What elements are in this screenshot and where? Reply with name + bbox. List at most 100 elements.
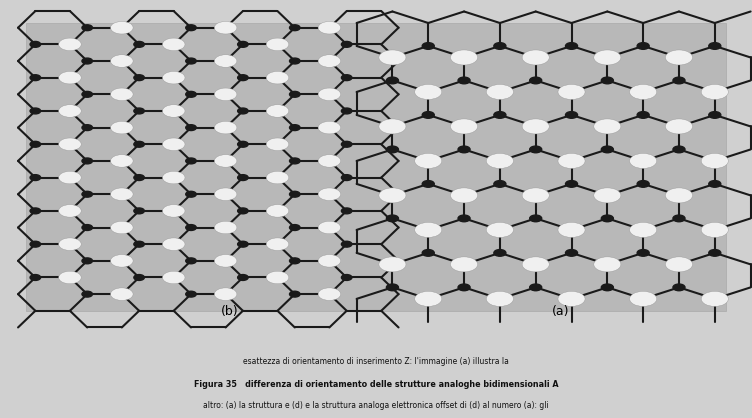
Circle shape [702, 222, 729, 237]
Circle shape [602, 77, 614, 84]
Circle shape [111, 288, 133, 301]
Circle shape [422, 181, 434, 187]
Circle shape [162, 104, 185, 117]
Circle shape [487, 153, 514, 168]
Circle shape [214, 221, 237, 234]
Text: esattezza di orientamento di inserimento Z: l'immagine (a) illustra la: esattezza di orientamento di inserimento… [243, 357, 509, 366]
Circle shape [111, 221, 133, 234]
Circle shape [341, 241, 352, 247]
Circle shape [709, 112, 721, 118]
Circle shape [214, 288, 237, 301]
Circle shape [522, 257, 549, 272]
Circle shape [458, 215, 470, 222]
Circle shape [702, 153, 729, 168]
Circle shape [341, 41, 352, 47]
Circle shape [318, 288, 341, 301]
Text: (b): (b) [220, 305, 238, 318]
Circle shape [673, 215, 685, 222]
Circle shape [629, 222, 656, 237]
Circle shape [214, 121, 237, 134]
Circle shape [566, 181, 578, 187]
Circle shape [59, 38, 81, 51]
Circle shape [341, 108, 352, 114]
Circle shape [134, 175, 144, 181]
Circle shape [414, 84, 441, 99]
Circle shape [82, 291, 92, 297]
Circle shape [30, 41, 41, 47]
Circle shape [134, 241, 144, 247]
Circle shape [318, 55, 341, 67]
Circle shape [111, 55, 133, 67]
Circle shape [637, 112, 649, 118]
Circle shape [162, 138, 185, 150]
Circle shape [82, 224, 92, 230]
Circle shape [59, 238, 81, 250]
Text: (a): (a) [551, 305, 569, 318]
Circle shape [290, 58, 300, 64]
Circle shape [341, 175, 352, 181]
Circle shape [529, 215, 541, 222]
Circle shape [629, 291, 656, 306]
Circle shape [59, 104, 81, 117]
Circle shape [387, 284, 399, 291]
Circle shape [30, 108, 41, 114]
Circle shape [458, 146, 470, 153]
Circle shape [186, 224, 196, 230]
Circle shape [186, 258, 196, 264]
Circle shape [266, 271, 289, 284]
Circle shape [30, 75, 41, 81]
Circle shape [238, 208, 248, 214]
Circle shape [30, 175, 41, 181]
Circle shape [318, 155, 341, 167]
Circle shape [82, 125, 92, 130]
Circle shape [30, 241, 41, 247]
Circle shape [387, 77, 399, 84]
Circle shape [266, 205, 289, 217]
Circle shape [266, 171, 289, 184]
Circle shape [290, 191, 300, 197]
Circle shape [379, 50, 406, 65]
Circle shape [266, 71, 289, 84]
Circle shape [111, 188, 133, 201]
Circle shape [214, 188, 237, 201]
Circle shape [637, 43, 649, 49]
Circle shape [594, 188, 621, 203]
Circle shape [290, 25, 300, 31]
Circle shape [162, 238, 185, 250]
Circle shape [214, 255, 237, 267]
Circle shape [487, 222, 514, 237]
Circle shape [30, 275, 41, 280]
Circle shape [522, 50, 549, 65]
Circle shape [186, 158, 196, 164]
Circle shape [30, 208, 41, 214]
Circle shape [341, 208, 352, 214]
Circle shape [111, 155, 133, 167]
Circle shape [602, 284, 614, 291]
Circle shape [82, 258, 92, 264]
Circle shape [318, 221, 341, 234]
Circle shape [59, 138, 81, 150]
Circle shape [318, 121, 341, 134]
Circle shape [529, 284, 541, 291]
Circle shape [629, 153, 656, 168]
Circle shape [214, 21, 237, 34]
Circle shape [602, 146, 614, 153]
Circle shape [59, 271, 81, 284]
Circle shape [238, 141, 248, 147]
Circle shape [59, 171, 81, 184]
Circle shape [162, 271, 185, 284]
Circle shape [341, 275, 352, 280]
Circle shape [450, 50, 478, 65]
Circle shape [666, 188, 693, 203]
Circle shape [186, 92, 196, 97]
Circle shape [186, 58, 196, 64]
Circle shape [238, 41, 248, 47]
Circle shape [134, 75, 144, 81]
Circle shape [637, 250, 649, 256]
Circle shape [709, 250, 721, 256]
Circle shape [558, 291, 585, 306]
Circle shape [702, 291, 729, 306]
Circle shape [666, 119, 693, 134]
Circle shape [290, 92, 300, 97]
Circle shape [186, 25, 196, 31]
